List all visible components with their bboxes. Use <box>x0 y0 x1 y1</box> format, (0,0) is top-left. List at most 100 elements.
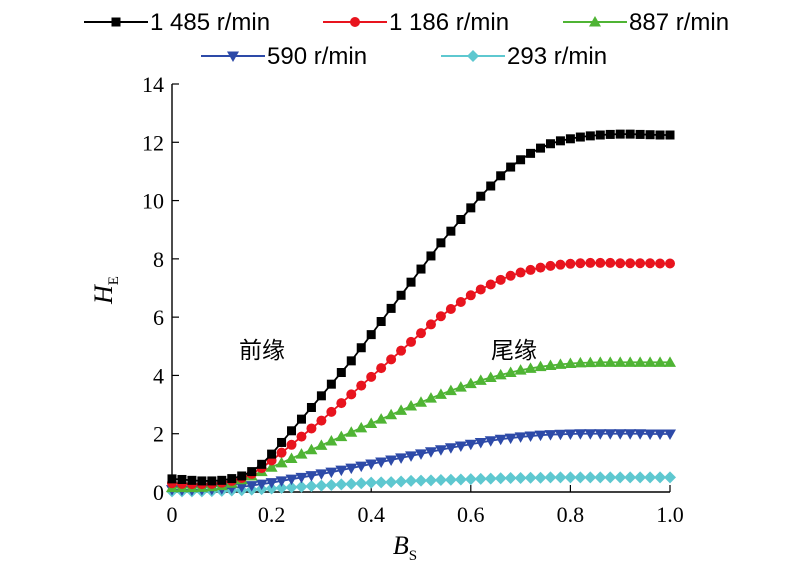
data-point <box>475 284 486 295</box>
data-point <box>305 443 318 455</box>
data-point <box>275 481 288 494</box>
data-point <box>614 429 627 440</box>
data-point <box>385 476 398 489</box>
data-point <box>345 426 358 437</box>
legend-item-4: 590 r/min <box>201 43 367 70</box>
legend-marker <box>467 50 479 62</box>
series-layer <box>166 129 676 498</box>
legend-label: 293 r/min <box>507 43 607 70</box>
data-point <box>395 404 408 415</box>
data-point <box>416 328 426 339</box>
data-point <box>574 471 587 484</box>
data-point <box>615 258 626 269</box>
data-point <box>306 402 316 412</box>
series-line <box>171 133 670 482</box>
data-point <box>315 439 328 450</box>
data-point <box>406 336 417 347</box>
data-point <box>426 251 436 261</box>
data-point <box>296 431 307 442</box>
x-tick-label: 0.8 <box>557 502 585 527</box>
data-point <box>474 437 487 449</box>
data-point <box>554 471 567 484</box>
data-point <box>434 474 447 487</box>
data-point <box>604 356 617 367</box>
annotation-leading-edge: 前缘 <box>239 338 285 364</box>
data-point <box>326 379 336 389</box>
y-ticks: 0 2 4 6 8 10 12 14 <box>142 72 179 505</box>
data-point <box>534 430 547 442</box>
data-point <box>454 473 467 486</box>
data-point <box>634 471 647 484</box>
data-point <box>306 423 317 434</box>
data-point <box>565 134 575 144</box>
y-tick-label: 8 <box>153 247 164 272</box>
data-point <box>535 262 546 273</box>
data-point <box>455 296 466 307</box>
series-1 <box>167 129 675 486</box>
data-point <box>506 162 516 172</box>
data-point <box>265 478 278 489</box>
x-tick-label: 0.4 <box>357 502 385 527</box>
data-point <box>434 445 447 456</box>
data-point <box>574 356 587 368</box>
data-point <box>554 358 567 369</box>
legend: 1 485 r/min 1 186 r/min 887 r/min 590 r/min… <box>84 9 729 70</box>
data-point <box>276 447 287 458</box>
data-point <box>664 471 676 484</box>
data-point <box>524 362 537 373</box>
data-point <box>446 226 456 236</box>
data-point <box>376 317 386 327</box>
legend-marker <box>227 51 239 62</box>
data-point <box>555 259 566 270</box>
data-point <box>395 475 408 488</box>
data-point <box>237 471 247 481</box>
data-point <box>316 391 326 401</box>
data-point <box>585 257 596 268</box>
data-point <box>484 371 497 382</box>
data-point <box>405 400 418 411</box>
data-point <box>515 267 526 278</box>
y-tick-label: 12 <box>142 130 164 155</box>
data-point <box>654 356 667 367</box>
data-point <box>645 258 656 269</box>
data-point <box>516 155 526 165</box>
data-point <box>514 364 527 375</box>
legend-label: 1 485 r/min <box>150 9 270 36</box>
data-point <box>444 443 457 454</box>
data-point <box>385 408 398 420</box>
data-point <box>315 479 328 492</box>
data-point <box>295 480 308 493</box>
data-point <box>335 430 348 442</box>
x-axis-label: BS <box>393 531 417 564</box>
data-point <box>436 238 446 248</box>
data-point <box>524 431 537 443</box>
data-point <box>594 429 607 440</box>
data-point <box>177 474 187 484</box>
data-point <box>624 471 637 484</box>
data-point <box>326 406 337 417</box>
data-point <box>504 433 517 445</box>
legend-item-3: 887 r/min <box>563 9 729 36</box>
annotation-trailing-edge: 尾缘 <box>491 338 537 364</box>
series-4 <box>166 429 676 496</box>
data-point <box>395 453 408 464</box>
data-point <box>665 130 675 140</box>
data-point <box>644 356 657 367</box>
data-point <box>356 380 367 391</box>
data-point <box>365 417 378 429</box>
data-point <box>604 471 617 484</box>
data-point <box>406 277 416 287</box>
data-point <box>585 131 595 141</box>
data-point <box>265 461 278 472</box>
data-point <box>247 467 257 477</box>
data-point <box>267 449 277 459</box>
data-point <box>595 257 606 268</box>
x-tick-label: 0.6 <box>457 502 485 527</box>
data-point <box>167 474 177 484</box>
data-point <box>336 398 347 409</box>
data-point <box>584 471 597 484</box>
legend-item-5: 293 r/min <box>441 43 607 70</box>
data-point <box>545 260 556 271</box>
data-point <box>654 471 667 484</box>
data-point <box>385 455 398 466</box>
